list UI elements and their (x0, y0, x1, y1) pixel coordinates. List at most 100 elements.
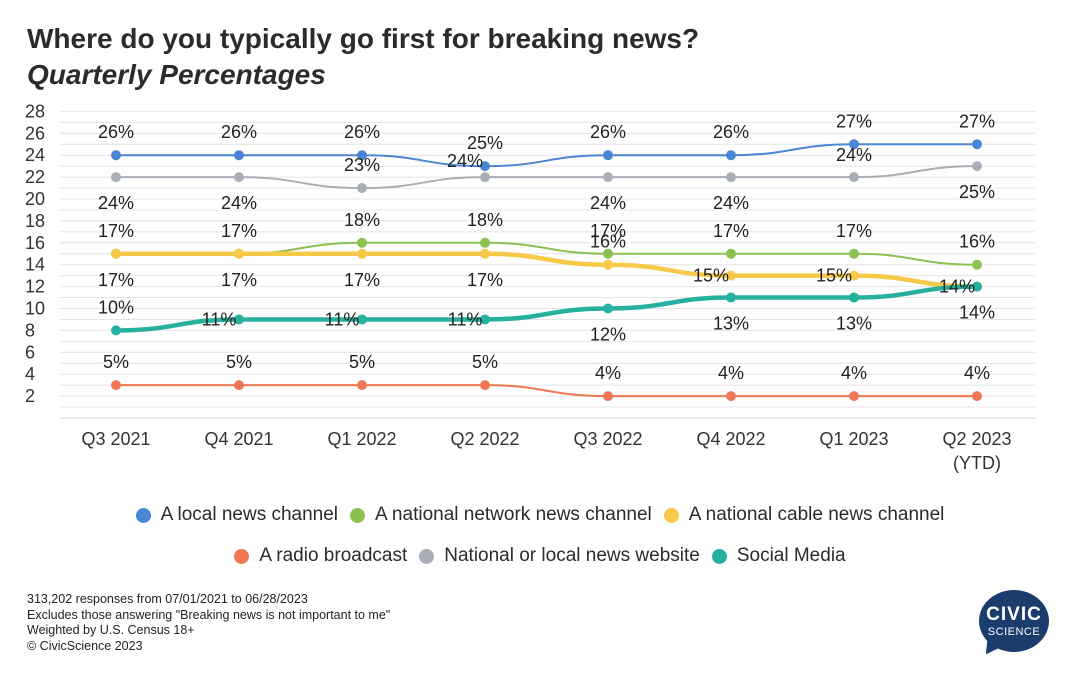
legend-label: A local news channel (160, 504, 339, 525)
legend-item: Social Media (711, 545, 846, 567)
footnote-responses: 313,202 responses from 07/01/2021 to 06/… (27, 592, 308, 606)
data-label: 11% (202, 309, 237, 329)
data-label: 25% (467, 133, 503, 153)
data-label: 12% (590, 325, 626, 345)
data-label: 14% (939, 277, 975, 297)
data-point (111, 380, 121, 391)
data-point (234, 314, 244, 325)
data-label: 4% (718, 363, 744, 383)
legend-item: A radio broadcast (234, 545, 407, 567)
data-label: 18% (344, 210, 380, 230)
data-label: 4% (841, 363, 867, 383)
data-label: 17% (98, 270, 134, 290)
data-label: 25% (959, 182, 995, 202)
data-point (726, 150, 736, 161)
data-point (480, 237, 490, 248)
data-label: 26% (98, 122, 134, 142)
x-tick-label: Q1 2022 (327, 429, 396, 449)
data-point (603, 248, 613, 259)
legend-label: A national network news channel (375, 504, 652, 525)
data-point (849, 139, 859, 150)
logo-text-science: SCIENCE (987, 626, 1041, 638)
data-label: 27% (836, 111, 872, 131)
data-point (357, 150, 367, 161)
data-point (726, 172, 736, 183)
legend-label: A radio broadcast (259, 545, 408, 566)
data-label: 26% (713, 122, 749, 142)
legend-swatch (419, 548, 435, 564)
y-tick-label: 20 (25, 189, 45, 209)
data-label: 23% (344, 155, 380, 175)
data-point (111, 248, 121, 259)
legend-row-1: A local news channel A national network n… (0, 504, 1080, 526)
legend-swatch (234, 548, 250, 564)
data-point (111, 325, 121, 336)
data-point (849, 292, 859, 303)
data-label: 15% (693, 266, 729, 286)
legend-item: National or local news website (419, 545, 700, 567)
logo-text-civic: CIVIC (986, 604, 1042, 625)
data-point (849, 391, 859, 402)
legend-label: A national cable news channel (688, 504, 945, 525)
data-label: 24% (447, 151, 483, 171)
x-tick-label: Q2 2022 (450, 429, 519, 449)
data-point (111, 172, 121, 183)
series-lines (113, 143, 980, 398)
chart-subtitle: Quarterly Percentages (27, 59, 326, 90)
data-label: 17% (467, 270, 503, 290)
data-point (357, 248, 367, 259)
data-label: 4% (964, 363, 990, 383)
x-tick-label: Q1 2023 (819, 429, 888, 449)
legend-swatch (711, 548, 727, 564)
data-point (480, 172, 490, 183)
data-label: 24% (713, 193, 749, 213)
data-point (480, 314, 490, 325)
data-point (111, 150, 121, 161)
legend-item: A national network news channel (350, 504, 652, 526)
series-line (115, 384, 978, 398)
x-tick-label: Q4 2021 (204, 429, 273, 449)
data-label: 17% (590, 221, 626, 241)
data-point (972, 391, 982, 402)
x-tick-label: (YTD) (953, 453, 1001, 473)
legend-row-2: A radio broadcast National or local news … (0, 545, 1080, 567)
data-label: 26% (221, 122, 257, 142)
data-label: 17% (836, 221, 872, 241)
y-tick-label: 14 (25, 255, 45, 275)
data-label: 17% (221, 270, 257, 290)
data-label: 15% (816, 266, 852, 286)
footnote-exclusion: Excludes those answering "Breaking news … (27, 607, 391, 622)
data-point (603, 391, 613, 402)
data-label: 14% (959, 303, 995, 323)
x-tick-label: Q3 2021 (81, 429, 150, 449)
legend-swatch (663, 507, 679, 523)
gridlines (60, 110, 1035, 419)
series-line (115, 165, 978, 190)
data-label: 5% (103, 352, 129, 372)
data-label: 11% (448, 309, 483, 329)
data-point (234, 380, 244, 391)
x-axis-ticks: Q3 2021 Q4 2021 Q1 2022 Q2 2022 Q3 2022 Q4 20… (81, 429, 1011, 473)
y-tick-label: 28 (25, 101, 45, 121)
civicscience-logo: CIVIC SCIENCE (977, 590, 1051, 662)
data-point (726, 391, 736, 402)
legend-swatch (135, 507, 151, 523)
footnote-copyright: © CivicScience 2023 (27, 638, 143, 653)
y-tick-label: 26 (25, 123, 45, 143)
data-label: 17% (344, 270, 380, 290)
y-tick-label: 22 (25, 167, 45, 187)
data-label: 27% (959, 111, 995, 131)
legend-item: A national cable news channel (663, 504, 945, 526)
data-label: 11% (325, 309, 360, 329)
data-point (357, 183, 367, 194)
data-point (603, 150, 613, 161)
data-point (726, 292, 736, 303)
series-line (113, 251, 980, 289)
data-point (972, 259, 982, 270)
y-tick-label: 8 (25, 320, 35, 340)
data-label: 13% (713, 314, 749, 334)
data-label: 16% (959, 232, 995, 252)
chart-title: Where do you typically go first for brea… (27, 23, 700, 54)
data-label: 17% (713, 221, 749, 241)
